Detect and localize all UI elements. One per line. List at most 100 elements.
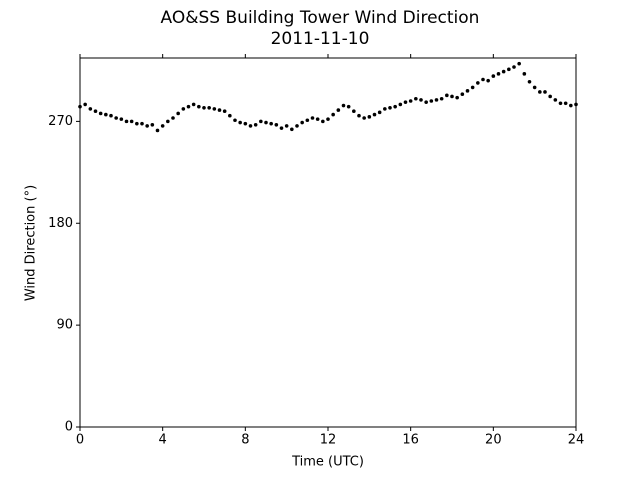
data-point [222,109,227,113]
data-point [455,95,459,100]
data-point [305,118,310,123]
data-point [269,121,273,126]
data-point [129,119,134,124]
data-point [202,106,206,110]
y-tick-label: 90 [56,318,73,333]
data-point [569,103,573,108]
chart-title: AO&SS Building Tower Wind Direction [161,8,480,28]
data-point [295,124,299,128]
data-point [181,107,186,111]
data-point [424,100,428,104]
data-point [367,115,372,119]
data-point [243,121,248,126]
data-point [119,117,124,121]
data-point [460,92,465,97]
data-point [212,107,217,111]
data-point [284,124,289,128]
data-point [434,98,439,102]
data-point [83,102,87,107]
data-point [563,101,568,106]
data-point [522,72,527,76]
data-point [135,121,139,126]
data-point [78,104,82,109]
data-point [403,100,408,104]
data-point [145,124,149,128]
data-point [176,111,180,116]
data-point [274,122,279,127]
data-point [527,79,532,84]
x-tick-label: 0 [76,433,84,448]
data-point [517,61,521,66]
data-point [191,102,196,107]
data-point [264,120,268,125]
data-point [501,69,506,74]
data-point [155,128,160,133]
data-point [321,119,325,124]
plot-frame [79,57,577,428]
x-tick-label: 24 [568,433,585,448]
data-point [124,119,129,124]
data-point [300,120,304,125]
data-point [109,113,113,118]
data-point [393,104,397,109]
x-tick-label: 4 [159,433,167,448]
data-point [336,108,341,112]
data-point [439,96,444,101]
data-point [238,120,242,125]
data-point [445,93,449,98]
data-point [558,101,563,106]
data-point [538,90,542,94]
data-point [259,119,263,124]
data-point [171,116,175,120]
y-axis-label: Wind Direction (°) [24,185,39,301]
data-point [383,107,387,111]
chart-subtitle: 2011-11-10 [271,29,370,49]
data-point [279,126,284,130]
data-point [388,106,392,110]
data-point [507,67,511,72]
data-point [326,117,330,121]
data-point [346,104,351,109]
data-point [414,96,418,101]
data-point [408,99,413,103]
data-point [352,109,356,113]
data-point [160,124,165,128]
data-point [548,94,552,99]
x-tick-label: 12 [320,433,337,448]
data-point [574,102,578,107]
data-point [150,122,155,127]
data-point [140,121,144,126]
data-point [197,104,201,109]
data-point [114,116,118,120]
data-point [357,113,361,118]
x-tick-label: 16 [402,433,419,448]
data-point [419,98,423,102]
y-tick-label: 180 [48,216,73,231]
data-point [88,107,93,111]
data-point [470,85,475,90]
data-point [98,111,103,116]
data-point [543,90,547,94]
data-point [377,110,382,115]
data-point [310,116,315,120]
data-point [341,103,346,108]
data-point [290,127,294,132]
data-point [372,112,377,117]
data-point [315,117,320,121]
data-point [450,94,454,99]
data-point [248,124,253,128]
data-point [532,85,537,90]
data-point [512,65,516,69]
x-tick-label: 8 [241,433,249,448]
data-point [429,99,434,103]
data-point [398,102,403,107]
data-point [486,78,490,83]
data-point [228,113,232,118]
data-point [253,122,258,127]
x-axis-label: Time (UTC) [291,455,364,470]
data-point [465,89,470,93]
y-tick-label: 270 [48,114,73,129]
data-point [104,112,108,117]
data-point [186,104,191,109]
